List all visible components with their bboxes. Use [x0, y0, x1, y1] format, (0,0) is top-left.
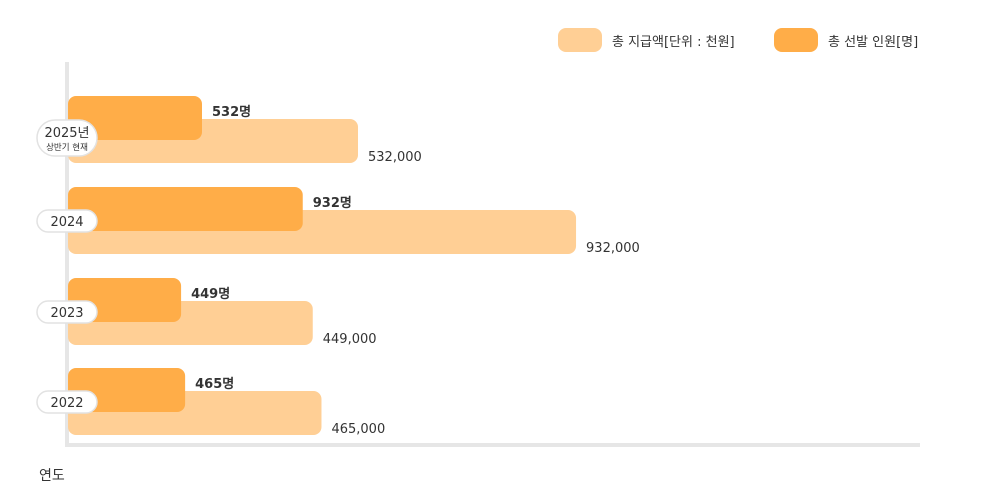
x-axis-label: 연도 — [39, 468, 65, 484]
amount-data-label: 449,000 — [323, 332, 377, 347]
legend-amount: 총 지급액[단위 : 천원] — [558, 28, 735, 52]
legend-count: 총 선발 인원[명] — [774, 28, 918, 52]
category-pill — [36, 119, 98, 157]
category-label: 2022 — [50, 396, 83, 411]
category-pill — [36, 209, 98, 233]
category-label: 2024 — [50, 215, 83, 230]
legend-label-amount: 총 지급액[단위 : 천원] — [612, 34, 735, 50]
category-pill — [36, 300, 98, 324]
amount-data-label: 932,000 — [586, 241, 640, 256]
legend-swatch-amount — [558, 28, 602, 52]
category-label: 2025년 — [44, 126, 89, 141]
count-data-label: 465명 — [195, 376, 234, 392]
category-pill — [36, 390, 98, 414]
amount-data-label: 465,000 — [331, 422, 385, 437]
category-label: 2023 — [50, 306, 83, 321]
count-data-label: 932명 — [313, 195, 352, 211]
count-data-label: 532명 — [212, 104, 251, 120]
legend-label-count: 총 선발 인원[명] — [828, 34, 919, 50]
category-sublabel: 상반기 현재 — [46, 142, 88, 153]
amount-data-label: 532,000 — [368, 150, 422, 165]
count-bar — [68, 96, 202, 140]
legend-swatch-count — [774, 28, 818, 52]
count-bar — [68, 187, 303, 231]
count-data-label: 449명 — [191, 286, 230, 302]
